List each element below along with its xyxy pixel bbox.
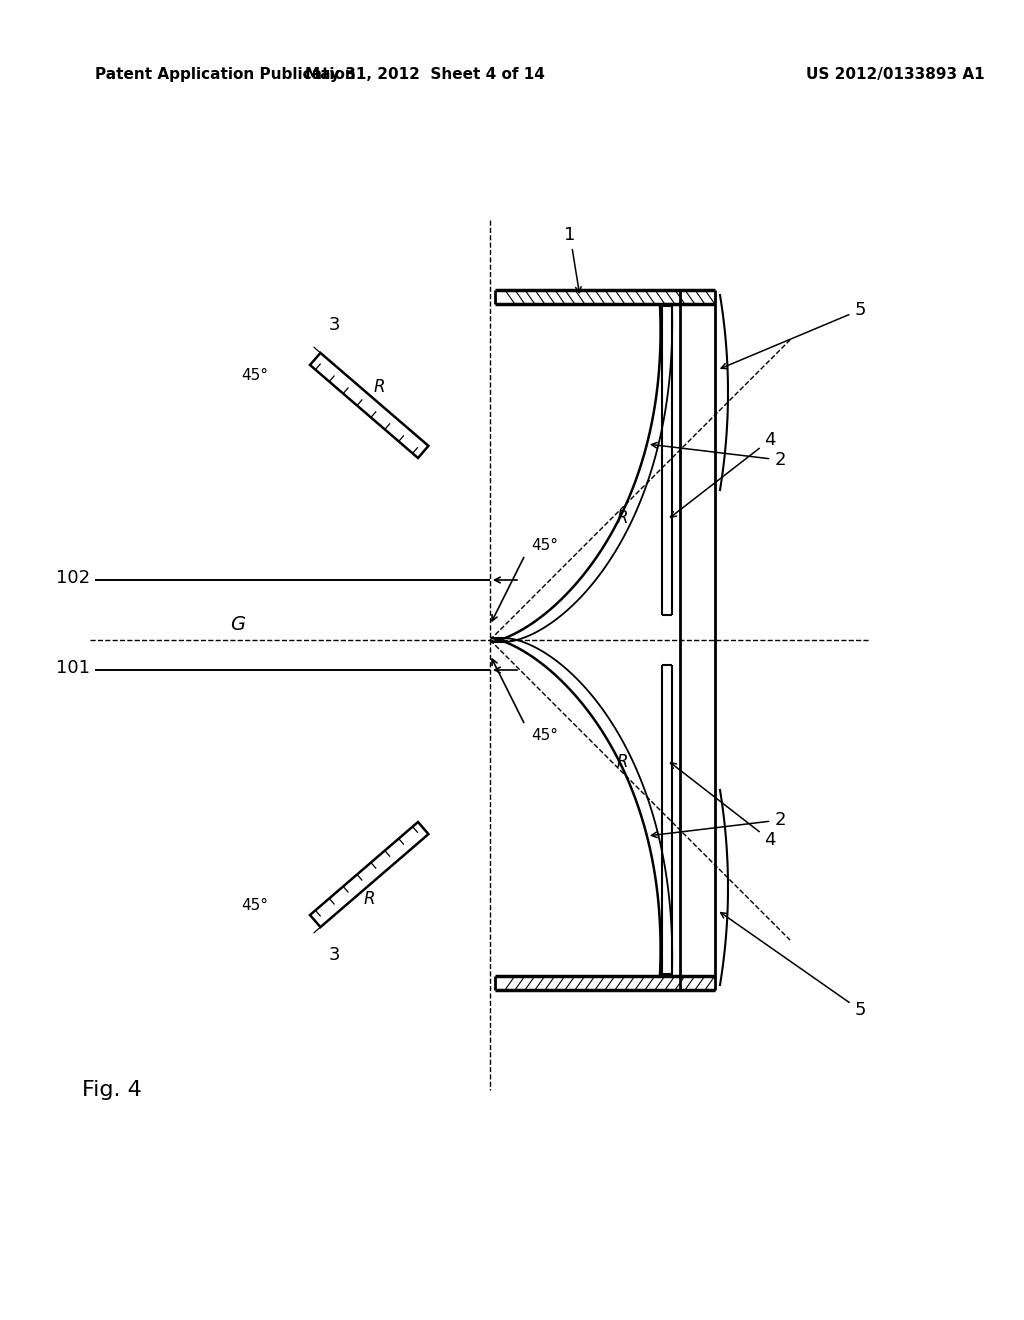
Text: R: R <box>616 510 628 527</box>
Text: May 31, 2012  Sheet 4 of 14: May 31, 2012 Sheet 4 of 14 <box>305 67 545 82</box>
Text: R: R <box>364 890 375 908</box>
Text: 5: 5 <box>721 912 865 1019</box>
Text: 45°: 45° <box>242 898 268 912</box>
Text: 2: 2 <box>651 442 785 469</box>
Text: 5: 5 <box>721 301 865 368</box>
Text: G: G <box>230 615 245 635</box>
Text: 2: 2 <box>651 810 785 838</box>
Text: 101: 101 <box>56 659 90 677</box>
Text: Fig. 4: Fig. 4 <box>82 1080 141 1100</box>
Text: 4: 4 <box>671 432 776 517</box>
Text: US 2012/0133893 A1: US 2012/0133893 A1 <box>806 67 984 82</box>
Text: 1: 1 <box>564 226 582 293</box>
Text: 45°: 45° <box>531 537 558 553</box>
Text: 3: 3 <box>329 315 340 334</box>
Text: R: R <box>616 752 628 771</box>
Text: R: R <box>374 378 385 396</box>
Text: 3: 3 <box>329 946 340 964</box>
Text: 4: 4 <box>671 763 776 849</box>
Text: Patent Application Publication: Patent Application Publication <box>95 67 355 82</box>
Text: 45°: 45° <box>242 367 268 383</box>
Text: 102: 102 <box>56 569 90 587</box>
Text: 45°: 45° <box>531 727 558 742</box>
